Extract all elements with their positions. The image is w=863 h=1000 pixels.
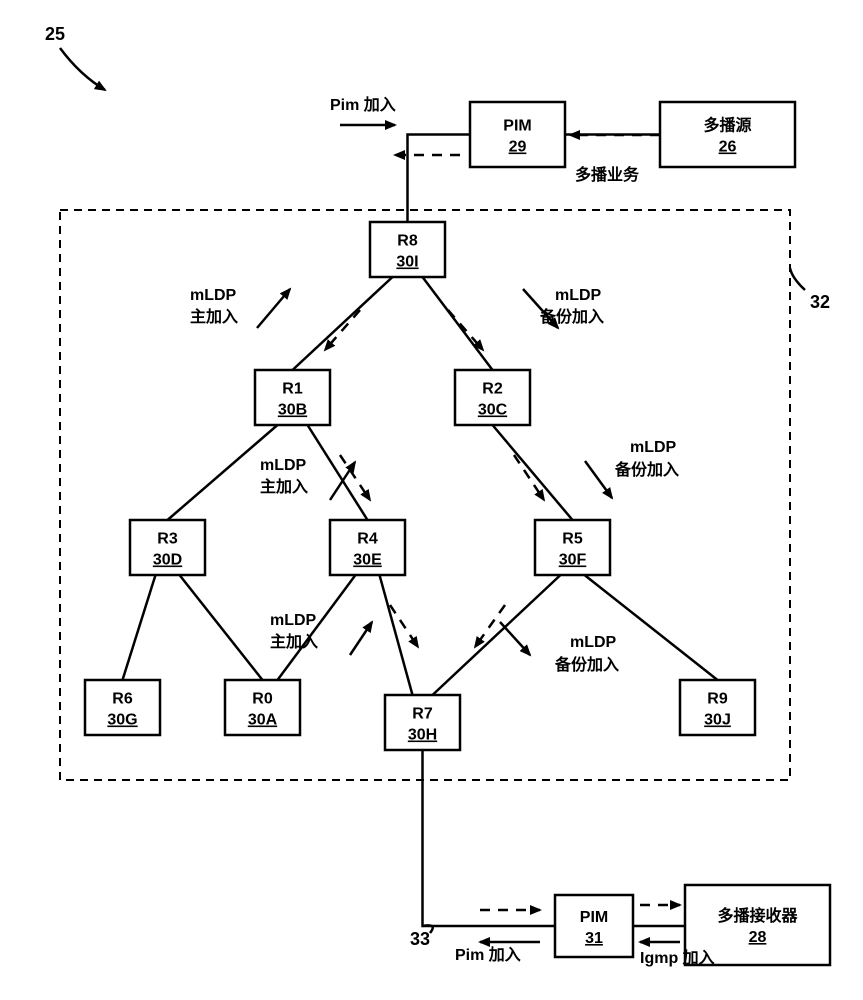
node-label: R8 (397, 233, 418, 250)
label-mldp_bak_3b: 备份加入 (554, 655, 619, 674)
node-r0: R030A (225, 680, 300, 735)
node-r3: R330D (130, 520, 205, 575)
join-arrow-4 (585, 461, 612, 498)
region-ref-leader (790, 268, 805, 290)
node-label: R3 (157, 531, 178, 548)
join-arrow-1 (257, 289, 290, 328)
label-igmp_join: Igmp 加入 (640, 949, 715, 967)
label-mldp_pri_2a: mLDP (260, 457, 307, 474)
edge-r8-r2 (423, 277, 493, 370)
traffic-arrow-5 (514, 455, 544, 500)
link-r8-pim (408, 135, 471, 223)
node-label: 多播接收器 (717, 906, 798, 925)
node-sub: 30C (478, 402, 508, 419)
node-src: 多播源 26 (660, 102, 795, 167)
node-sub: 26 (719, 139, 737, 156)
label-mldp_bak_1a: mLDP (555, 287, 602, 304)
node-sub: 30I (396, 254, 418, 271)
label-mldp_pri_2b: 主加入 (260, 477, 308, 496)
node-sub: 31 (585, 930, 603, 947)
egress-ref-label: 33 (410, 929, 430, 949)
region-ref-label: 32 (810, 292, 830, 312)
node-r4: R430E (330, 520, 405, 575)
traffic-arrow-3 (448, 310, 483, 350)
edge-r1-r4 (308, 425, 368, 520)
node-pim_bot: PIM 31 (555, 895, 633, 957)
node-label: R1 (282, 381, 303, 398)
node-label: R2 (482, 381, 503, 398)
node-sub: 30A (248, 712, 278, 729)
label-mldp_pri_1a: mLDP (190, 287, 237, 304)
join-arrow-6 (500, 622, 530, 655)
node-sub: 30G (107, 712, 137, 729)
node-label: R5 (562, 531, 583, 548)
label-mldp_bak_2a: mLDP (630, 439, 677, 456)
node-label: R6 (112, 691, 133, 708)
label-mldp_bak_1b: 备份加入 (539, 307, 604, 326)
node-sub: 30H (408, 727, 437, 744)
node-r7: R730H (385, 695, 460, 750)
label-pim_join_bot: Pim 加入 (455, 946, 521, 964)
node-label: 多播源 (703, 116, 751, 135)
join-arrow-5 (350, 622, 372, 655)
edge-r5-r7 (433, 575, 561, 695)
link-r7-pim-bottom (423, 750, 556, 926)
node-r8: R830I (370, 222, 445, 277)
edge-r8-r1 (293, 277, 393, 370)
node-r6: R630G (85, 680, 160, 735)
label-mldp_bak_2b: 备份加入 (614, 460, 679, 479)
node-sub: 28 (749, 929, 767, 946)
node-sub: 30D (153, 552, 182, 569)
node-label: PIM (580, 909, 608, 926)
node-pim_top: PIM 29 (470, 102, 565, 167)
label-mldp_bak_3a: mLDP (570, 634, 617, 651)
node-sub: 30J (704, 712, 731, 729)
label-mcast_traffic: 多播业务 (575, 165, 640, 184)
node-sub: 30F (559, 552, 587, 569)
traffic-arrow-2 (325, 310, 360, 350)
label-mldp_pri_3b: 主加入 (270, 632, 318, 651)
node-r1: R130B (255, 370, 330, 425)
node-sub: 30E (353, 552, 382, 569)
node-label: R0 (252, 691, 273, 708)
label-mldp_pri_1b: 主加入 (190, 307, 238, 326)
node-r9: R930J (680, 680, 755, 735)
edge-r4-r7 (380, 575, 413, 695)
figure-ref-arrow (60, 48, 105, 90)
node-label: PIM (503, 118, 531, 135)
label-pim_join_top: Pim 加入 (330, 96, 396, 114)
node-r5: R530F (535, 520, 610, 575)
label-mldp_pri_3a: mLDP (270, 612, 317, 629)
network-diagram: 253233PIM29多播源26R830IR130BR230CR330DR430… (0, 0, 863, 1000)
node-sub: 30B (278, 402, 307, 419)
figure-ref-label: 25 (45, 24, 65, 44)
node-sub: 29 (509, 139, 527, 156)
edge-r3-r6 (123, 575, 156, 680)
edge-r2-r5 (493, 425, 573, 520)
node-label: R9 (707, 691, 728, 708)
edge-r3-r0 (180, 575, 263, 680)
node-label: R4 (357, 531, 378, 548)
node-label: R7 (412, 706, 433, 723)
node-r2: R230C (455, 370, 530, 425)
